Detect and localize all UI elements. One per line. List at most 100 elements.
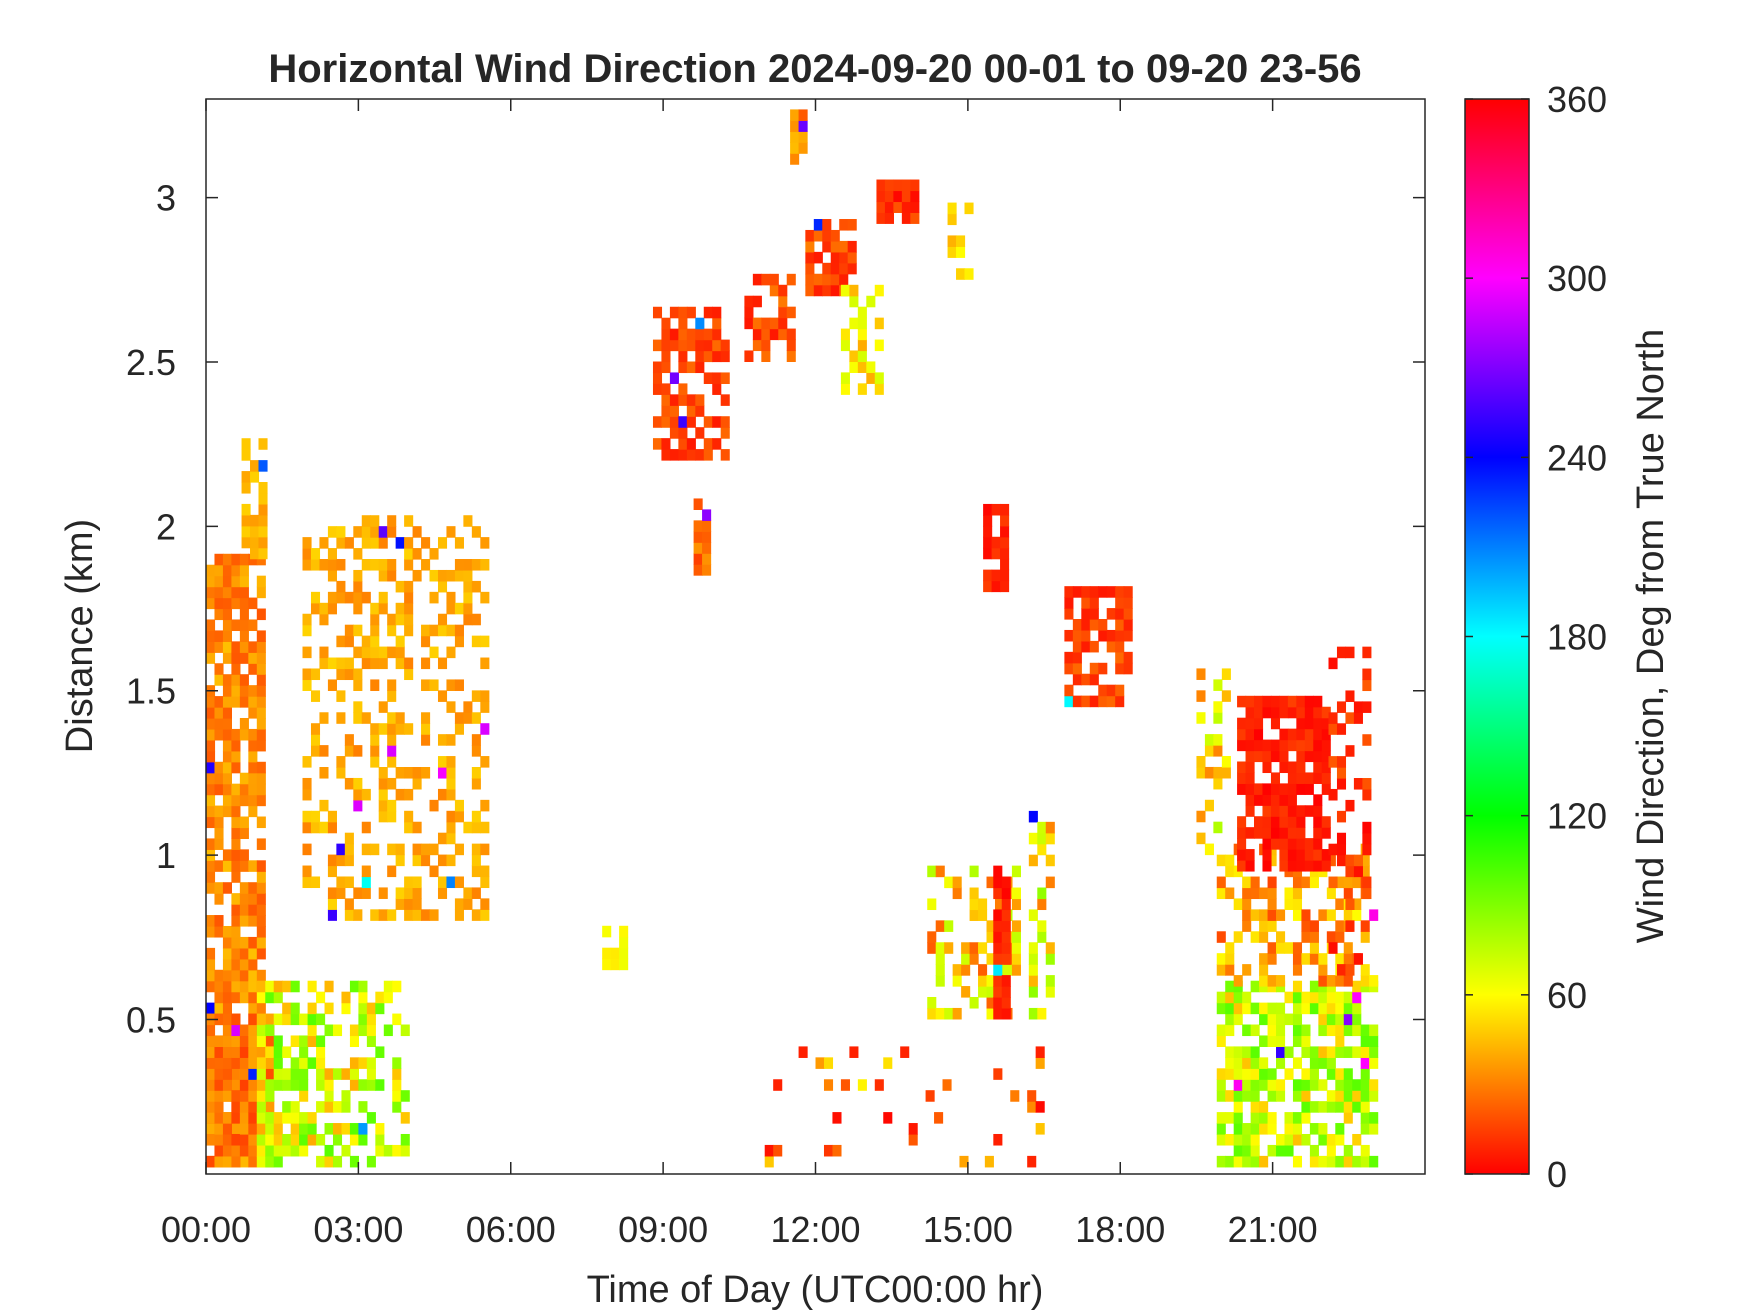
heatmap-cell [961, 942, 971, 954]
heatmap-cell [1326, 1013, 1336, 1026]
heatmap-cell [256, 1057, 266, 1069]
heatmap-cell [1250, 887, 1260, 900]
heatmap-cell [256, 783, 266, 796]
heatmap-cell [686, 339, 696, 352]
heatmap-cell [857, 350, 867, 363]
heatmap-cell [1287, 805, 1297, 817]
heatmap-cell [769, 317, 779, 330]
heatmap-cell [319, 799, 329, 812]
heatmap-cell [1352, 1024, 1362, 1037]
heatmap-cell [446, 701, 456, 713]
heatmap-cell [1225, 1013, 1235, 1026]
heatmap-cell [387, 559, 397, 571]
heatmap-cell [1336, 646, 1347, 659]
heatmap-cell [395, 887, 405, 899]
heatmap-cell [299, 1079, 309, 1091]
heatmap-cell [248, 1057, 258, 1069]
heatmap-cell [1287, 794, 1297, 806]
heatmap-cell [712, 438, 722, 450]
heatmap-cell [1328, 942, 1338, 954]
heatmap-cell [947, 202, 957, 215]
heatmap-cell [1318, 953, 1328, 965]
heatmap-cell [239, 597, 249, 610]
heatmap-cell [1001, 942, 1011, 954]
heatmap-cell [652, 361, 663, 374]
heatmap-cell [206, 1046, 216, 1058]
heatmap-cell [1287, 728, 1297, 741]
heatmap-cell [1028, 832, 1038, 845]
heatmap-cell [265, 1035, 275, 1048]
heatmap-cell [1360, 1144, 1370, 1157]
heatmap-cell [813, 273, 823, 286]
heatmap-cell [222, 1079, 232, 1091]
heatmap-cell [463, 898, 473, 910]
heatmap-cell [893, 201, 903, 213]
heatmap-cell [661, 438, 671, 450]
heatmap-cell [404, 767, 414, 779]
heatmap-cell [1313, 739, 1323, 752]
heatmap-cell [695, 427, 705, 439]
heatmap-cell [669, 405, 679, 417]
heatmap-cell [307, 1024, 317, 1037]
heatmap-cell [1304, 772, 1314, 784]
heatmap-cell [324, 1068, 334, 1080]
heatmap-cell [222, 991, 232, 1004]
heatmap-cell [1287, 739, 1297, 752]
heatmap-cell [239, 1144, 249, 1157]
heatmap-cell [327, 679, 337, 691]
heatmap-cell [302, 679, 312, 691]
heatmap-cell [344, 898, 354, 910]
heatmap-cell [378, 777, 388, 790]
heatmap-cell [256, 838, 266, 850]
heatmap-cell [256, 1013, 266, 1026]
heatmap-cell [273, 980, 283, 993]
heatmap-cell [1279, 805, 1289, 817]
heatmap-cell [327, 887, 337, 899]
heatmap-cell [1216, 1035, 1226, 1048]
heatmap-cell [813, 229, 823, 242]
heatmap-cell [1011, 964, 1021, 976]
heatmap-cell [952, 876, 962, 889]
heatmap-cell [1296, 838, 1306, 850]
heatmap-cell [404, 909, 414, 921]
heatmap-cell [258, 460, 268, 472]
heatmap-cell [993, 1133, 1003, 1146]
heatmap-cell [652, 416, 663, 428]
heatmap-cell [876, 179, 886, 192]
heatmap-cell [392, 1090, 402, 1102]
heatmap-cell [983, 547, 993, 560]
heatmap-cell [231, 925, 241, 938]
heatmap-cell [341, 1068, 351, 1080]
y-tick-label: 0.5 [126, 999, 176, 1040]
heatmap-cell [231, 991, 241, 1004]
heatmap-cell [471, 613, 481, 626]
heatmap-cell [395, 537, 405, 549]
heatmap-cell [248, 1101, 258, 1113]
heatmap-cell [248, 958, 258, 971]
heatmap-cell [798, 1046, 808, 1058]
heatmap-cell [1098, 684, 1108, 697]
heatmap-cell [1343, 1013, 1353, 1026]
heatmap-cell [1259, 964, 1269, 976]
heatmap-cell [1250, 980, 1260, 993]
heatmap-cell [1045, 953, 1055, 965]
heatmap-cell [1270, 827, 1281, 839]
heatmap-cell [222, 761, 232, 774]
heatmap-cell [1225, 854, 1235, 867]
heatmap-cell [421, 767, 431, 779]
heatmap-cell [214, 564, 224, 577]
heatmap-cell [695, 317, 705, 330]
heatmap-cell [669, 427, 679, 439]
heatmap-cell [378, 559, 388, 571]
heatmap-cell [1037, 832, 1047, 845]
heatmap-cell [353, 701, 363, 713]
heatmap-cell [910, 212, 920, 224]
heatmap-cell [1028, 964, 1038, 976]
heatmap-cell [239, 991, 249, 1004]
heatmap-cell [1267, 953, 1277, 965]
heatmap-cell [316, 1133, 326, 1146]
heatmap-cell [1028, 909, 1038, 921]
heatmap-cell [463, 515, 473, 527]
heatmap-cell [994, 898, 1005, 911]
heatmap-cell [310, 723, 321, 735]
